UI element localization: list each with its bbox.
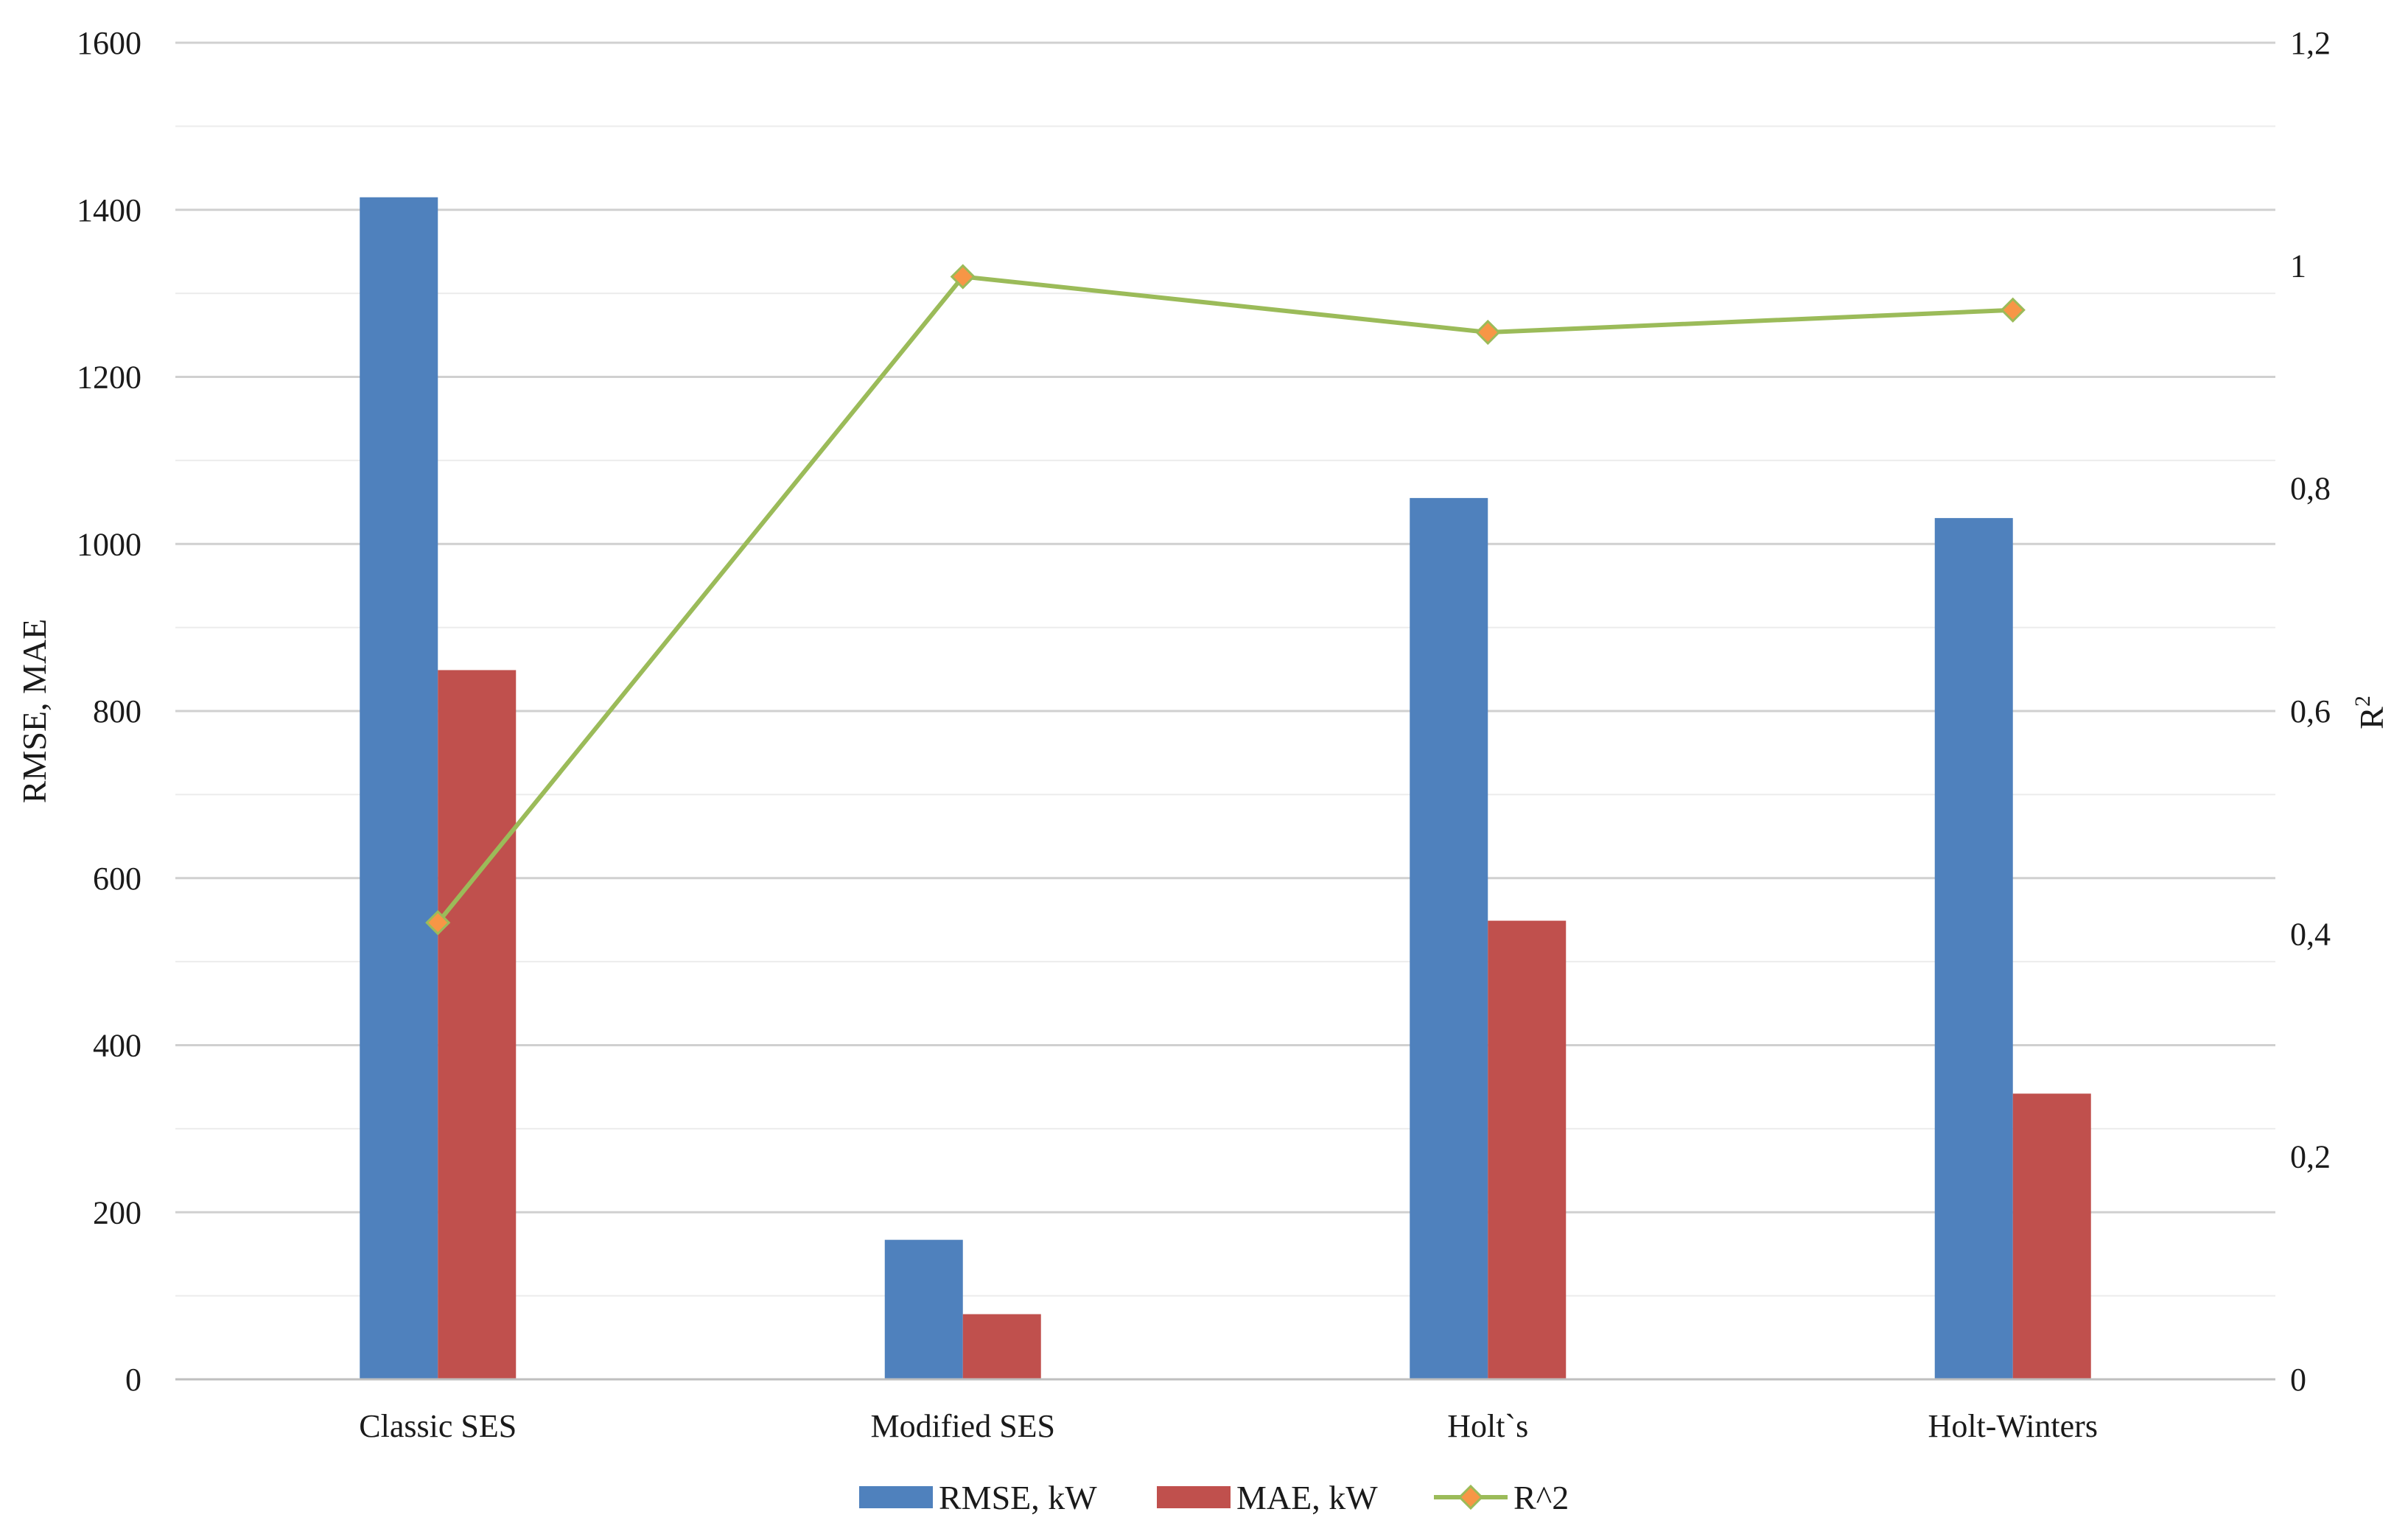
- y-left-tick-label: 400: [93, 1028, 141, 1064]
- y-right-tick-label: 0,6: [2290, 693, 2331, 729]
- bar-rmse: [1934, 518, 2013, 1379]
- y-left-tick-label: 1600: [77, 25, 141, 61]
- x-category-label: Holt`s: [1447, 1408, 1528, 1444]
- legend-item-mae: MAE, kW: [1157, 1479, 1378, 1516]
- y-right-tick-label: 1: [2290, 248, 2306, 284]
- legend-label: MAE, kW: [1236, 1479, 1378, 1516]
- bar-rmse: [360, 197, 438, 1379]
- y-left-tick-label: 600: [93, 861, 141, 897]
- axes: 0 200 400 600 800 1000 1200 1400 1600 0 0,2 0,4 0,6 0…: [15, 25, 2390, 1444]
- r2-line: [435, 274, 2013, 925]
- legend-label: RMSE, kW: [939, 1479, 1097, 1516]
- y-left-tick-label: 1200: [77, 360, 141, 396]
- legend-swatch: [1157, 1486, 1231, 1508]
- y-left-tick-label: 1400: [77, 192, 141, 228]
- bar-mae: [962, 1314, 1041, 1379]
- y-right-axis-title: R2: [2351, 696, 2390, 729]
- bars: [360, 197, 2091, 1379]
- legend: RMSE, kW MAE, kW R^2: [859, 1479, 1569, 1516]
- y-right-tick-label: 0,8: [2290, 471, 2331, 507]
- bar-mae: [438, 670, 517, 1379]
- bar-rmse: [884, 1239, 963, 1379]
- x-category-label: Modified SES: [870, 1408, 1055, 1444]
- y-right-tick-label: 0,4: [2290, 916, 2331, 952]
- r2-marker: [2000, 297, 2026, 323]
- y-right-tick-label: 0: [2290, 1362, 2306, 1398]
- y-right-axis-title-main: R: [2353, 707, 2390, 729]
- y-left-tick-label: 0: [125, 1362, 141, 1398]
- legend-item-rmse: RMSE, kW: [859, 1479, 1097, 1516]
- x-category-label: Holt-Winters: [1928, 1408, 2098, 1444]
- legend-swatch-marker: [1457, 1484, 1484, 1510]
- r2-line-layer: [425, 264, 2026, 936]
- y-right-tick-label: 1,2: [2290, 25, 2331, 61]
- y-left-tick-label: 200: [93, 1194, 141, 1230]
- y-left-tick-label: 1000: [77, 526, 141, 562]
- legend-item-r2: R^2: [1434, 1479, 1569, 1516]
- legend-swatch: [859, 1486, 933, 1508]
- y-right-axis-title-sup: 2: [2351, 696, 2375, 707]
- y-left-tick-label: 800: [93, 693, 141, 729]
- x-category-label: Classic SES: [359, 1408, 517, 1444]
- bar-mae: [1488, 920, 1567, 1379]
- bar-mae: [2012, 1093, 2091, 1379]
- bar-rmse: [1410, 497, 1488, 1379]
- gridlines: [175, 41, 2275, 1297]
- legend-label: R^2: [1513, 1479, 1569, 1516]
- r2-marker: [425, 910, 451, 936]
- y-right-tick-label: 0,2: [2290, 1139, 2331, 1175]
- y-left-axis-title: RMSE, MAE: [15, 619, 53, 803]
- r2-marker: [1475, 319, 1501, 346]
- r2-marker: [950, 264, 976, 290]
